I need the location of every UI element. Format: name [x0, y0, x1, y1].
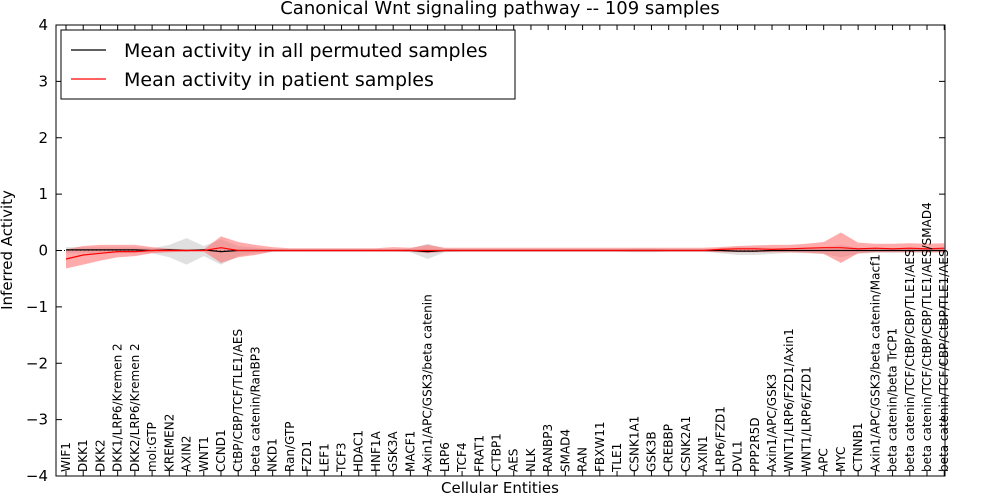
legend-label-patient: Mean activity in patient samples [124, 69, 434, 91]
x-tick-label: WNT1/LRP6/FZD1/Axin1 [782, 328, 796, 472]
x-tick-label: MYC [834, 447, 848, 472]
legend: Mean activity in all permuted samples Me… [60, 29, 516, 100]
x-axis-label: Cellular Entities [441, 479, 559, 497]
x-tick-label: GSK3B [644, 431, 658, 472]
x-tick-label: HNF1A [369, 430, 383, 472]
x-tick-label: DKK2/LRP6/Kremen 2 [128, 343, 142, 472]
x-tick-label: Ran/GTP [283, 421, 297, 472]
x-tick-label: APC [817, 448, 831, 472]
x-tick-label: DKK1 [76, 439, 90, 472]
x-tick-label: FBXW11 [593, 422, 607, 473]
x-tick-label: beta catenin/TCF/CBP/CtBP/TLE1/AES [937, 249, 951, 472]
y-tick-label: 2 [38, 129, 48, 147]
x-tick-label: WNT1 [197, 436, 211, 472]
x-tick-label: mol:GTP [145, 422, 159, 472]
patient-line [65, 247, 945, 260]
x-tick-label: CTBP1 [490, 433, 504, 472]
chart-title: Canonical Wnt signaling pathway -- 109 s… [280, 0, 720, 19]
x-tick-label: beta catenin/TCF/CtBP/CBP/TLE1/AES [903, 249, 917, 472]
y-tick-label: 4 [38, 16, 48, 34]
x-tick-label: Axin1/APC/GSK3/beta catenin/Macf1 [868, 254, 882, 472]
x-tick-label: HDAC1 [352, 430, 366, 472]
plot-frame [55, 24, 946, 477]
x-tick-label: beta catenin/beta TrCP1 [886, 328, 900, 472]
x-tick-label: CTNNB1 [851, 422, 865, 472]
x-tick-label: DVL1 [731, 440, 745, 472]
x-tick-label: AXIN2 [180, 435, 194, 472]
x-tick-label: FRAT1 [472, 435, 486, 472]
x-tick-label: CSNK2A1 [679, 416, 693, 472]
x-tick-label: AES [507, 449, 521, 472]
legend-label-permuted: Mean activity in all permuted samples [124, 40, 487, 62]
x-tick-label: LEF1 [317, 443, 331, 472]
x-tick-label: GSK3A [386, 431, 400, 472]
x-tick-label: TCF4 [455, 442, 469, 473]
x-tick-label: KREMEN2 [162, 414, 176, 472]
y-tick-labels: 4 3 2 1 0 −1 −2 −3 −4 [26, 16, 48, 485]
x-tick-label: MACF1 [403, 431, 417, 472]
x-tick-label: beta catenin/TCF/CtBP/CBP/TLE1/AES/SMAD4 [920, 202, 934, 472]
y-tick-label: −3 [26, 411, 48, 429]
y-axis-label: Inferred Activity [0, 190, 16, 310]
x-tick-label: RAN [576, 447, 590, 472]
y-tick-label: −4 [26, 467, 48, 485]
y-tick-label: 0 [38, 242, 48, 260]
x-tick-labels: WIF1 DKK1 DKK2 DKK1/LRP6/Kremen 2 DKK2/LRP6/… [59, 202, 951, 473]
x-tick-label: SMAD4 [558, 429, 572, 472]
x-tick-label: CSNK1A1 [627, 416, 641, 472]
x-tick-label: RANBP3 [541, 424, 555, 472]
x-tick-label: CREBBP [662, 424, 676, 472]
y-tick-label: −2 [26, 354, 48, 372]
legend-box [60, 29, 516, 100]
x-tick-label: NLK [524, 447, 538, 472]
x-tick-label: DKK2 [93, 439, 107, 472]
x-tick-label: CCND1 [214, 429, 228, 472]
x-tick-label: LRP6 [438, 442, 452, 472]
x-tick-label: PPP2R5D [748, 417, 762, 472]
series-lines [65, 247, 945, 260]
x-tick-label: TLE1 [610, 443, 624, 473]
x-tick-label: WIF1 [59, 442, 73, 472]
y-tick-label: −1 [26, 298, 48, 316]
x-tick-label: WNT1/LRP6/FZD1 [799, 366, 813, 472]
x-tick-label: beta catenin/RanBP3 [248, 346, 262, 472]
x-tick-label: AXIN1 [696, 435, 710, 472]
y-tick-label: 3 [38, 72, 48, 90]
y-tick-label: 1 [38, 185, 48, 203]
axis-ticks [56, 24, 945, 477]
x-tick-label: Axin1/APC/GSK3/beta catenin [421, 294, 435, 472]
x-tick-label: FZD1 [300, 440, 314, 472]
x-tick-label: CtBP/CBP/TCF/TLE1/AES [231, 329, 245, 472]
x-tick-label: NKD1 [266, 438, 280, 472]
x-tick-label: Axin1/APC/GSK3 [765, 374, 779, 472]
x-tick-label: TCF3 [335, 442, 349, 473]
x-tick-label: LRP6/FZD1 [713, 406, 727, 472]
x-tick-label: DKK1/LRP6/Kremen 2 [111, 343, 125, 472]
